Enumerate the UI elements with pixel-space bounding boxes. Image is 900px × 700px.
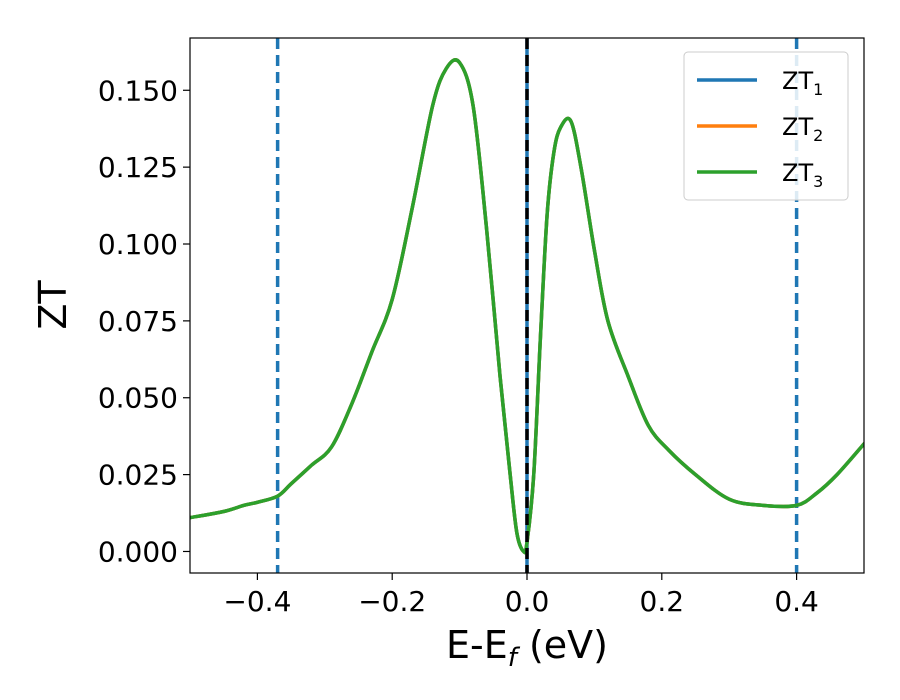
x-tick-label: −0.4 bbox=[223, 585, 291, 618]
legend-label-2: ZT2 bbox=[782, 113, 823, 145]
y-tick-label: 0.075 bbox=[98, 305, 178, 338]
legend: ZT1 ZT2 ZT3 bbox=[683, 51, 849, 201]
y-axis-title: ZT bbox=[31, 280, 75, 330]
y-tick-label: 0.025 bbox=[98, 459, 178, 492]
legend-label-3: ZT3 bbox=[782, 159, 823, 191]
y-tick-label: 0.125 bbox=[98, 151, 178, 184]
x-axis-title: E-Ef (eV) bbox=[446, 623, 608, 673]
y-tick-label: 0.100 bbox=[98, 228, 178, 261]
x-tick-label: −0.2 bbox=[358, 585, 426, 618]
x-axis: −0.4 −0.2 0.0 0.2 0.4 bbox=[223, 573, 819, 618]
x-axis-title-main: E-E bbox=[446, 623, 508, 667]
legend-label-1: ZT1 bbox=[782, 67, 823, 99]
x-tick-label: 0.0 bbox=[505, 585, 550, 618]
y-tick-label: 0.050 bbox=[98, 382, 178, 415]
series-lines bbox=[190, 58, 864, 555]
legend-box bbox=[683, 51, 849, 201]
x-tick-label: 0.4 bbox=[774, 585, 819, 618]
y-tick-label: 0.150 bbox=[98, 74, 178, 107]
series-line-3 bbox=[190, 58, 864, 555]
x-tick-label: 0.2 bbox=[640, 585, 685, 618]
y-tick-label: 0.000 bbox=[98, 535, 178, 568]
x-axis-title-tail: (eV) bbox=[517, 623, 608, 667]
y-axis: 0.000 0.025 0.050 0.075 0.100 0.125 0.150 bbox=[98, 74, 190, 568]
